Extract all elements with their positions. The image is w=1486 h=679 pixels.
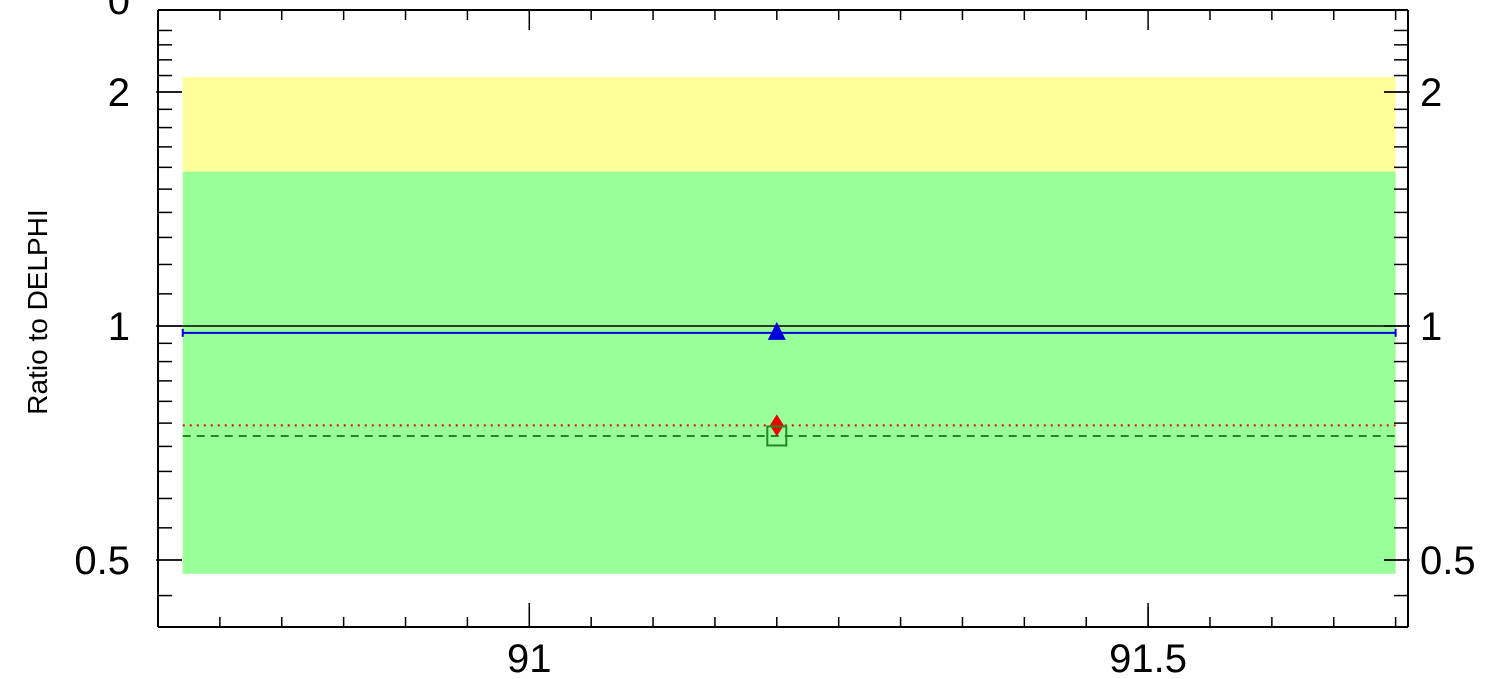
y-tick-label-right: 1 xyxy=(1420,305,1442,349)
y-tick-label-right: 0.5 xyxy=(1420,539,1476,583)
y-tick-label-top-cut: 0 xyxy=(108,0,130,23)
y-tick-label-left: 2 xyxy=(108,71,130,115)
x-tick-label: 91 xyxy=(507,637,552,679)
y-tick-label-left: 1 xyxy=(108,305,130,349)
y-tick-label-right: 2 xyxy=(1420,71,1442,115)
inner-band xyxy=(183,172,1396,574)
x-tick-label: 91.5 xyxy=(1109,637,1187,679)
y-axis-label: Ratio to DELPHI xyxy=(22,209,53,414)
y-tick-label-left: 0.5 xyxy=(74,539,130,583)
